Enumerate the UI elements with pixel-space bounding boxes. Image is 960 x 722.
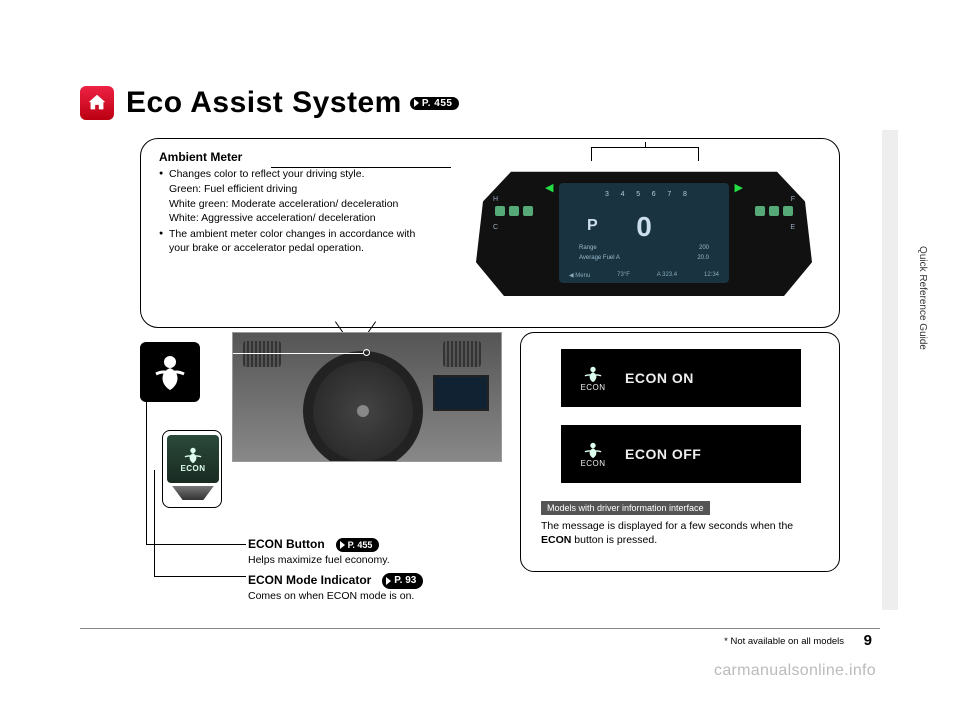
cluster-screen: 3 4 5 6 7 8 P 0 Range 200 Average Fuel A (559, 183, 729, 283)
temp-h: H (493, 196, 543, 203)
instrument-cluster: ◀ ▶ H C F E 3 4 5 6 (469, 151, 819, 311)
speed-value: 0 (636, 211, 652, 243)
callout-line (232, 353, 363, 354)
fuel-f: F (745, 196, 795, 203)
page-ref-pill: P. 93 (382, 573, 423, 589)
footer-rule (80, 628, 880, 629)
econ-indicator-heading: ECON Mode Indicator (248, 573, 371, 587)
ambient-line-white: White: Aggressive acceleration/ decelera… (159, 211, 419, 225)
avgfuel-row: Average Fuel A 20.0 (579, 255, 709, 261)
home-icon[interactable] (80, 86, 114, 120)
steering-wheel-icon (303, 351, 423, 462)
gear-indicator: P (587, 217, 598, 235)
triangle-icon (414, 99, 419, 107)
ambient-text-block: Ambient Meter Changes color to reflect y… (159, 149, 419, 256)
footnote: * Not available on all models (724, 636, 844, 647)
chapter-label: Quick Reference Guide (917, 246, 928, 350)
callout-marker (363, 349, 370, 356)
econ-indicator-callout: ECON Mode Indicator P. 93 Comes on when … (248, 572, 508, 603)
ambient-line-whitegreen: White green: Moderate acceleration/ dece… (159, 197, 419, 211)
turn-signal-right-icon: ▶ (735, 181, 743, 194)
range-row: Range 200 (579, 245, 709, 251)
cluster-body: ◀ ▶ H C F E 3 4 5 6 (469, 161, 819, 296)
vent-icon (243, 341, 281, 367)
page-ref-pill: P. 455 (410, 97, 460, 110)
triangle-icon (340, 541, 345, 549)
econ-message-desc: The message is displayed for a few secon… (541, 519, 823, 547)
ambient-line-green: Green: Fuel efficient driving (159, 182, 419, 196)
infotainment-icon (433, 375, 489, 411)
dashboard-photo (232, 332, 502, 462)
ambient-heading: Ambient Meter (159, 149, 246, 165)
temp-gauge: H C (493, 196, 543, 281)
watermark: carmanualsonline.info (714, 662, 876, 680)
page-title: Eco Assist System P. 455 (126, 86, 459, 120)
econ-on-message: ECON ECON ON (561, 349, 801, 407)
ambient-bullet-1: Changes color to reflect your driving st… (159, 167, 419, 181)
cluster-status-bar: ◀ Menu 73°F A 323.4 12:34 (569, 272, 719, 279)
turn-signal-left-icon: ◀ (545, 181, 553, 194)
page-number: 9 (864, 632, 872, 649)
fuel-e: E (745, 224, 795, 231)
fuel-gauge: F E (745, 196, 795, 281)
econ-mini-icon: ECON (561, 365, 625, 392)
econ-on-text: ECON ON (625, 370, 694, 386)
econ-button-desc: Helps maximize fuel economy. (248, 553, 508, 567)
chapter-tab (882, 130, 898, 610)
page-ref-text: P. 455 (422, 98, 453, 109)
models-tag: Models with driver information interface (541, 501, 710, 515)
vent-icon (443, 341, 481, 367)
ambient-bracket (591, 147, 699, 161)
econ-mini-icon: ECON (561, 441, 625, 468)
econ-button-heading: ECON Button (248, 537, 325, 551)
ambient-bullet-2: The ambient meter color changes in accor… (159, 227, 419, 255)
page-ref-pill: P. 455 (336, 538, 380, 552)
econ-message-panel: ECON ECON ON ECON ECON OFF Models with d… (520, 332, 840, 572)
rpm-ticks: 3 4 5 6 7 8 (579, 191, 709, 209)
econ-off-message: ECON ECON OFF (561, 425, 801, 483)
econ-off-text: ECON OFF (625, 446, 701, 462)
temp-c: C (493, 224, 543, 231)
econ-indicator-desc: Comes on when ECON mode is on. (248, 589, 508, 603)
manual-page: Eco Assist System P. 455 Quick Reference… (0, 0, 960, 722)
title-text: Eco Assist System (126, 86, 402, 120)
ambient-meter-panel: Ambient Meter Changes color to reflect y… (140, 138, 840, 328)
econ-button-callout: ECON Button P. 455 Helps maximize fuel e… (248, 536, 508, 567)
triangle-icon (386, 577, 391, 585)
callout-bracket (146, 366, 256, 566)
